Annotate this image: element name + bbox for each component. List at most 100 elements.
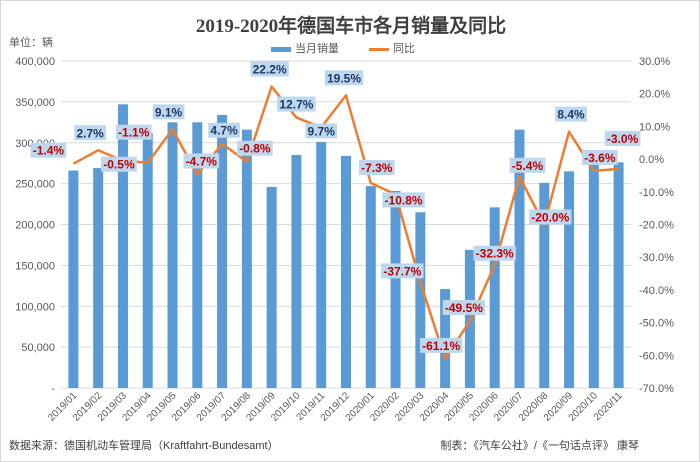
data-label-bg bbox=[152, 104, 185, 120]
data-label-bg bbox=[183, 153, 220, 169]
legend-swatch-bar bbox=[271, 46, 291, 52]
data-label: 8.4% bbox=[557, 108, 585, 122]
right-tick-label: -70.0% bbox=[639, 383, 674, 395]
legend: 当月销量 同比 bbox=[271, 40, 415, 56]
data-label: -1.4% bbox=[33, 144, 65, 158]
right-tick-label: -50.0% bbox=[639, 318, 674, 330]
right-tick-label: -10.0% bbox=[639, 187, 674, 199]
right-tick-label: -60.0% bbox=[639, 350, 674, 362]
data-label-bg bbox=[581, 149, 618, 165]
bar bbox=[415, 212, 426, 388]
data-label-bg bbox=[529, 209, 572, 225]
data-label-bg bbox=[381, 263, 424, 279]
bar bbox=[341, 155, 351, 388]
right-tick-label: 20.0% bbox=[639, 89, 670, 101]
data-label-bg bbox=[604, 130, 641, 146]
bar bbox=[142, 132, 153, 388]
bar bbox=[390, 190, 401, 388]
data-label: -1.1% bbox=[118, 126, 150, 140]
data-label: -4.7% bbox=[186, 154, 218, 168]
data-label: 4.7% bbox=[210, 124, 238, 138]
right-tick-label: 0.0% bbox=[639, 154, 664, 166]
left-tick-label: 100,000 bbox=[15, 301, 55, 313]
data-label: 2.7% bbox=[76, 126, 104, 140]
data-label-bg bbox=[324, 70, 364, 86]
data-label-bg bbox=[473, 245, 516, 261]
yoy-line bbox=[72, 85, 619, 361]
bar bbox=[564, 171, 575, 388]
left-tick-label: 350,000 bbox=[15, 97, 55, 109]
bar bbox=[316, 141, 327, 388]
data-label-bg bbox=[237, 140, 273, 156]
legend-label-yoy: 同比 bbox=[393, 43, 415, 55]
right-tick-label: -30.0% bbox=[639, 252, 674, 264]
data-label: 9.7% bbox=[308, 124, 336, 138]
right-tick-label: 10.0% bbox=[639, 121, 670, 133]
bar bbox=[93, 168, 104, 388]
data-label: -61.1% bbox=[422, 339, 460, 353]
left-tick-label: 400,000 bbox=[15, 56, 55, 68]
left-tick-label: 250,000 bbox=[15, 179, 55, 191]
unit-label: 单位：辆 bbox=[9, 37, 53, 49]
data-label: 9.1% bbox=[155, 105, 183, 119]
legend-swatch-line bbox=[369, 47, 389, 51]
bar bbox=[167, 122, 178, 388]
bar bbox=[266, 186, 277, 388]
legend-label-sales: 当月销量 bbox=[295, 43, 339, 55]
bar bbox=[217, 114, 228, 388]
data-label: -7.3% bbox=[361, 161, 393, 175]
bar bbox=[489, 207, 500, 388]
data-label-bg bbox=[419, 337, 463, 353]
data-label-bg bbox=[555, 106, 587, 122]
x-tick-label: 2020/11 bbox=[592, 390, 625, 423]
data-label-bg bbox=[358, 159, 395, 175]
data-label-bg bbox=[277, 96, 316, 112]
data-label: -3.0% bbox=[607, 132, 639, 146]
left-tick-label: 50,000 bbox=[21, 342, 55, 354]
data-label: -0.5% bbox=[103, 158, 135, 172]
right-tick-label: -20.0% bbox=[639, 220, 674, 232]
bar bbox=[68, 170, 79, 388]
bar bbox=[613, 162, 624, 388]
bar bbox=[117, 104, 128, 388]
data-label: -10.8% bbox=[385, 193, 423, 207]
legend-item-sales: 当月销量 bbox=[271, 40, 339, 56]
bar bbox=[514, 129, 525, 389]
data-label: -37.7% bbox=[383, 264, 421, 278]
bar bbox=[241, 129, 252, 389]
data-label: -49.5% bbox=[445, 301, 483, 315]
bar bbox=[539, 182, 550, 388]
data-label-bg bbox=[442, 299, 486, 315]
data-label-bg bbox=[208, 122, 240, 138]
data-label-bg bbox=[74, 125, 107, 141]
left-tick-label: 200,000 bbox=[15, 220, 55, 232]
data-label: -32.3% bbox=[476, 247, 514, 261]
data-label: 22.2% bbox=[253, 63, 287, 77]
data-label: 12.7% bbox=[279, 98, 313, 112]
right-tick-label: 30.0% bbox=[639, 56, 670, 68]
bar bbox=[291, 155, 302, 388]
credit-note: 制表：《汽车公社》/《一句话点评》 康琴 bbox=[440, 440, 639, 452]
data-label: -3.6% bbox=[584, 151, 616, 165]
right-tick-label: -40.0% bbox=[639, 285, 674, 297]
source-note: 数据来源：德国机动车管理局（Kraftfahrt-Bundesamt） bbox=[9, 440, 279, 452]
bar bbox=[588, 160, 599, 388]
data-label-bg bbox=[250, 61, 289, 77]
data-label-bg bbox=[30, 142, 67, 158]
data-label: -0.8% bbox=[239, 142, 271, 156]
bar bbox=[365, 186, 376, 388]
data-label-bg bbox=[509, 157, 546, 173]
data-label: -5.4% bbox=[512, 159, 544, 173]
data-label-bg bbox=[382, 192, 425, 208]
data-label: -20.0% bbox=[531, 211, 569, 225]
data-label-bg bbox=[101, 156, 137, 172]
bar bbox=[192, 122, 203, 388]
left-tick-label: - bbox=[51, 383, 55, 395]
left-tick-label: 150,000 bbox=[15, 260, 55, 272]
data-label-bg bbox=[115, 124, 152, 140]
data-label: 19.5% bbox=[327, 71, 361, 85]
legend-item-yoy: 同比 bbox=[369, 40, 415, 56]
chart-title: 2019-2020年德国车市各月销量及同比 bbox=[195, 16, 507, 37]
